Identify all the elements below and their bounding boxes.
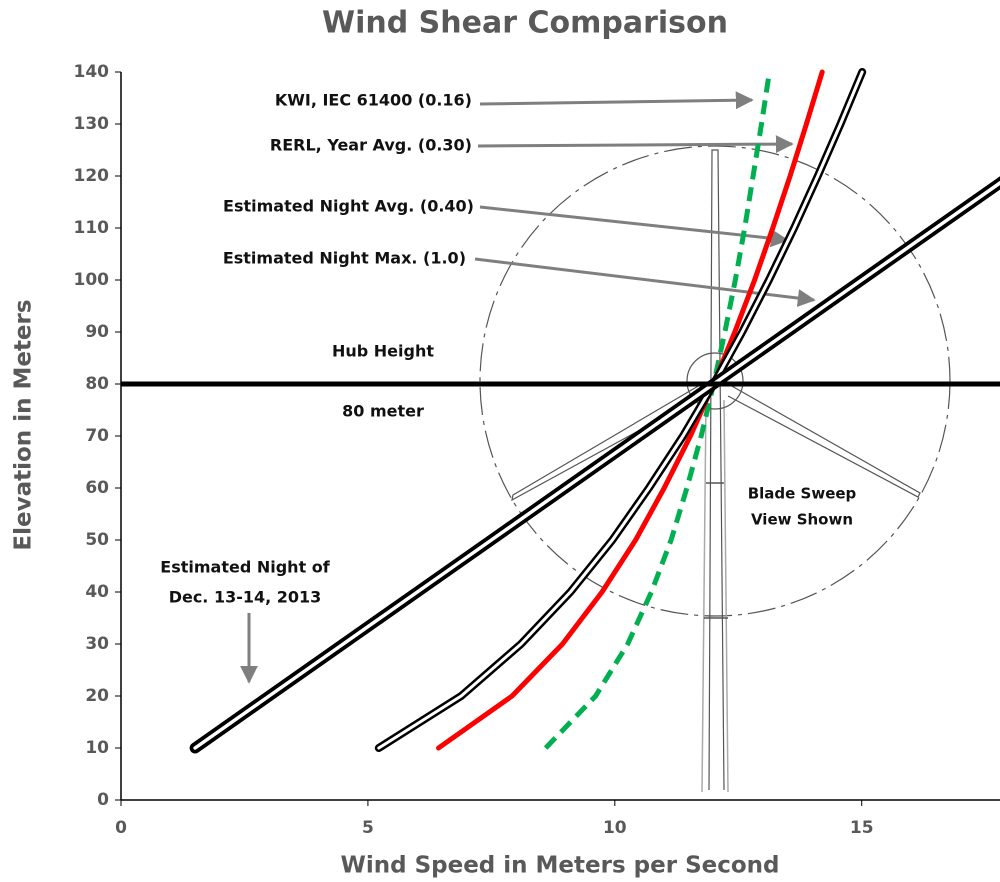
y-tick-label: 40: [85, 582, 109, 602]
y-tick-label: 30: [85, 634, 109, 654]
series-label: Estimated Night Max. (1.0): [223, 249, 466, 268]
y-tick-label: 140: [74, 62, 110, 82]
series-line: [436, 69, 825, 751]
x-axis-title: Wind Speed in Meters per Second: [340, 853, 779, 879]
y-tick-label: 20: [85, 686, 109, 706]
y-tick-label: 60: [85, 478, 109, 498]
series-label: RERL, Year Avg. (0.30): [270, 136, 472, 155]
y-tick-label: 120: [74, 166, 110, 186]
x-tick-label: 0: [115, 818, 127, 838]
annotation: Estimated Night of: [160, 558, 331, 577]
plot-area: [189, 68, 1000, 754]
y-tick-label: 50: [85, 530, 109, 550]
annotation: Dec. 13-14, 2013: [169, 588, 322, 607]
series-line-inner: [377, 70, 864, 750]
series-line: [189, 176, 1000, 754]
x-tick-label: 5: [362, 818, 374, 838]
y-tick-label: 0: [97, 790, 109, 810]
chart-title: Wind Shear Comparison: [322, 6, 728, 41]
hub-label: Hub Height: [332, 342, 434, 361]
series-label: KWI, IEC 61400 (0.16): [275, 91, 472, 110]
annotation: View Shown: [751, 511, 853, 529]
series-label: Estimated Night Avg. (0.40): [223, 197, 474, 216]
turbine-drawing: [479, 145, 951, 793]
y-tick-label: 90: [85, 322, 109, 342]
y-tick-label: 80: [85, 374, 109, 394]
y-tick-label: 70: [85, 426, 109, 446]
x-tick-label: 15: [850, 818, 874, 838]
series-line-inner: [193, 180, 1000, 750]
y-tick-label: 100: [74, 270, 110, 290]
y-axis-title: Elevation in Meters: [11, 299, 37, 550]
y-tick-label: 10: [85, 738, 109, 758]
y-tick-label: 130: [74, 114, 110, 134]
x-tick-label: 10: [603, 818, 627, 838]
annotation: Blade Sweep: [748, 485, 857, 503]
hub-sublabel: 80 meter: [342, 402, 424, 421]
y-tick-label: 110: [74, 218, 110, 238]
series-line: [543, 71, 772, 750]
annotation-arrows: [240, 91, 816, 684]
